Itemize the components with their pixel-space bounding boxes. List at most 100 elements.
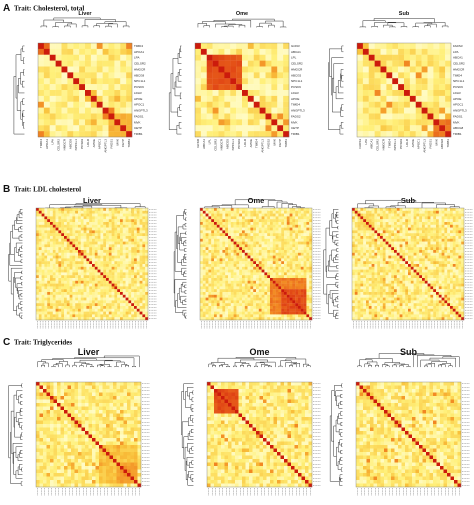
heatmap-cell bbox=[292, 297, 296, 301]
heatmap-cell bbox=[41, 303, 45, 307]
heatmap-cell bbox=[61, 289, 65, 293]
heatmap-cell bbox=[278, 297, 282, 301]
heatmap-cell bbox=[283, 119, 290, 126]
heatmap-cell bbox=[258, 308, 262, 312]
heatmap-cell bbox=[94, 255, 98, 259]
heatmap-cell bbox=[108, 48, 115, 55]
heatmap-cell bbox=[52, 283, 56, 287]
heatmap-cell bbox=[233, 258, 237, 262]
heatmap-cell bbox=[139, 275, 143, 279]
heatmap-cell bbox=[66, 261, 70, 265]
heatmap-cell bbox=[270, 275, 273, 279]
heatmap-cell bbox=[409, 78, 416, 85]
heatmap-cell bbox=[300, 247, 304, 251]
heatmap-cell bbox=[216, 258, 220, 262]
heatmap-cell bbox=[106, 272, 109, 276]
heatmap-cell bbox=[352, 250, 355, 253]
heatmap-cell bbox=[362, 66, 369, 73]
heatmap-cell bbox=[391, 216, 395, 220]
heatmap-cell bbox=[94, 241, 98, 245]
heatmap-cell bbox=[233, 314, 237, 318]
heatmap-cell bbox=[363, 238, 367, 242]
heatmap-cell bbox=[44, 224, 48, 228]
col-tick-label: ABCA1 bbox=[202, 139, 206, 149]
heatmap-cell bbox=[258, 286, 262, 290]
heatmap-cell bbox=[100, 261, 104, 265]
heatmap-cell bbox=[69, 233, 73, 237]
heatmap-cell bbox=[136, 227, 140, 231]
heatmap-cell bbox=[394, 238, 397, 242]
heatmap-cell bbox=[97, 241, 101, 245]
heatmap-cell bbox=[89, 208, 93, 211]
heatmap-cell bbox=[452, 219, 456, 223]
heatmap-cell bbox=[86, 294, 90, 298]
heatmap-cell bbox=[309, 272, 313, 276]
heatmap-cell bbox=[66, 250, 70, 253]
heatmap-cell bbox=[145, 244, 149, 248]
heatmap-cell bbox=[145, 308, 149, 312]
heatmap-cell bbox=[108, 308, 112, 312]
heatmap-cell bbox=[97, 269, 101, 273]
heatmap-cell bbox=[125, 306, 129, 309]
heatmap-cell bbox=[64, 264, 67, 267]
heatmap-cell bbox=[111, 303, 115, 307]
heatmap-cell bbox=[47, 317, 51, 321]
heatmap-cell bbox=[261, 233, 265, 237]
heatmap-cell bbox=[202, 308, 206, 312]
heatmap-cell bbox=[286, 286, 290, 290]
heatmap-cell bbox=[222, 314, 226, 318]
heatmap-cell bbox=[422, 219, 425, 223]
heatmap-cell bbox=[86, 213, 90, 217]
heatmap-cell bbox=[233, 227, 237, 231]
heatmap-cell bbox=[286, 238, 290, 242]
heatmap-cell bbox=[289, 216, 293, 220]
heatmap-cell bbox=[122, 216, 126, 220]
heatmap-cell bbox=[80, 258, 84, 262]
heatmap-cell bbox=[253, 314, 257, 318]
heatmap-cell bbox=[85, 101, 92, 108]
heatmap-cell bbox=[272, 317, 276, 321]
heatmap-cell bbox=[295, 236, 299, 239]
heatmap-cell bbox=[402, 230, 406, 234]
heatmap-cell bbox=[61, 90, 68, 97]
heatmap-cell bbox=[75, 317, 79, 321]
heatmap-cell bbox=[261, 236, 265, 239]
heatmap-cell bbox=[374, 131, 381, 138]
heatmap-cell bbox=[55, 131, 62, 138]
heatmap-cell bbox=[206, 60, 213, 67]
heatmap-cell bbox=[394, 233, 397, 237]
heatmap-cell bbox=[416, 244, 420, 248]
heatmap-cell bbox=[368, 125, 375, 132]
heatmap-ome: Ome bbox=[173, 196, 321, 329]
row-tick-label: NPC1L1 bbox=[291, 79, 303, 83]
col-tick-label: APOC1 bbox=[417, 139, 421, 150]
heatmap-cell bbox=[216, 224, 220, 228]
heatmap-cell bbox=[145, 292, 149, 295]
heatmap-cell bbox=[202, 261, 206, 265]
heatmap-cell bbox=[114, 286, 118, 290]
heatmap-cell bbox=[230, 280, 234, 284]
heatmap-cell bbox=[92, 219, 95, 223]
heatmap-cell bbox=[49, 84, 56, 91]
heatmap-cell bbox=[433, 60, 440, 67]
left-dendrogram bbox=[13, 45, 25, 135]
heatmap-cell bbox=[444, 210, 448, 214]
heatmap-cell bbox=[212, 48, 219, 55]
heatmap-cell bbox=[253, 317, 257, 321]
heatmap-cell bbox=[386, 90, 393, 97]
heatmap-cell bbox=[419, 252, 423, 256]
heatmap-cell bbox=[259, 43, 266, 50]
heatmap-cell bbox=[368, 247, 372, 251]
heatmap-cell bbox=[236, 275, 240, 279]
heatmap-cell bbox=[281, 233, 285, 237]
heatmap-cell bbox=[388, 252, 392, 256]
heatmap-cell bbox=[422, 241, 425, 245]
heatmap-cell bbox=[214, 261, 217, 265]
heatmap-cell bbox=[230, 306, 234, 309]
heatmap-cell bbox=[83, 308, 87, 312]
heatmap-cell bbox=[261, 238, 265, 242]
heatmap-cell bbox=[47, 264, 51, 267]
heatmap-cell bbox=[52, 233, 56, 237]
heatmap-cell bbox=[100, 227, 104, 231]
row-tick-label: APOA1 bbox=[134, 50, 144, 54]
